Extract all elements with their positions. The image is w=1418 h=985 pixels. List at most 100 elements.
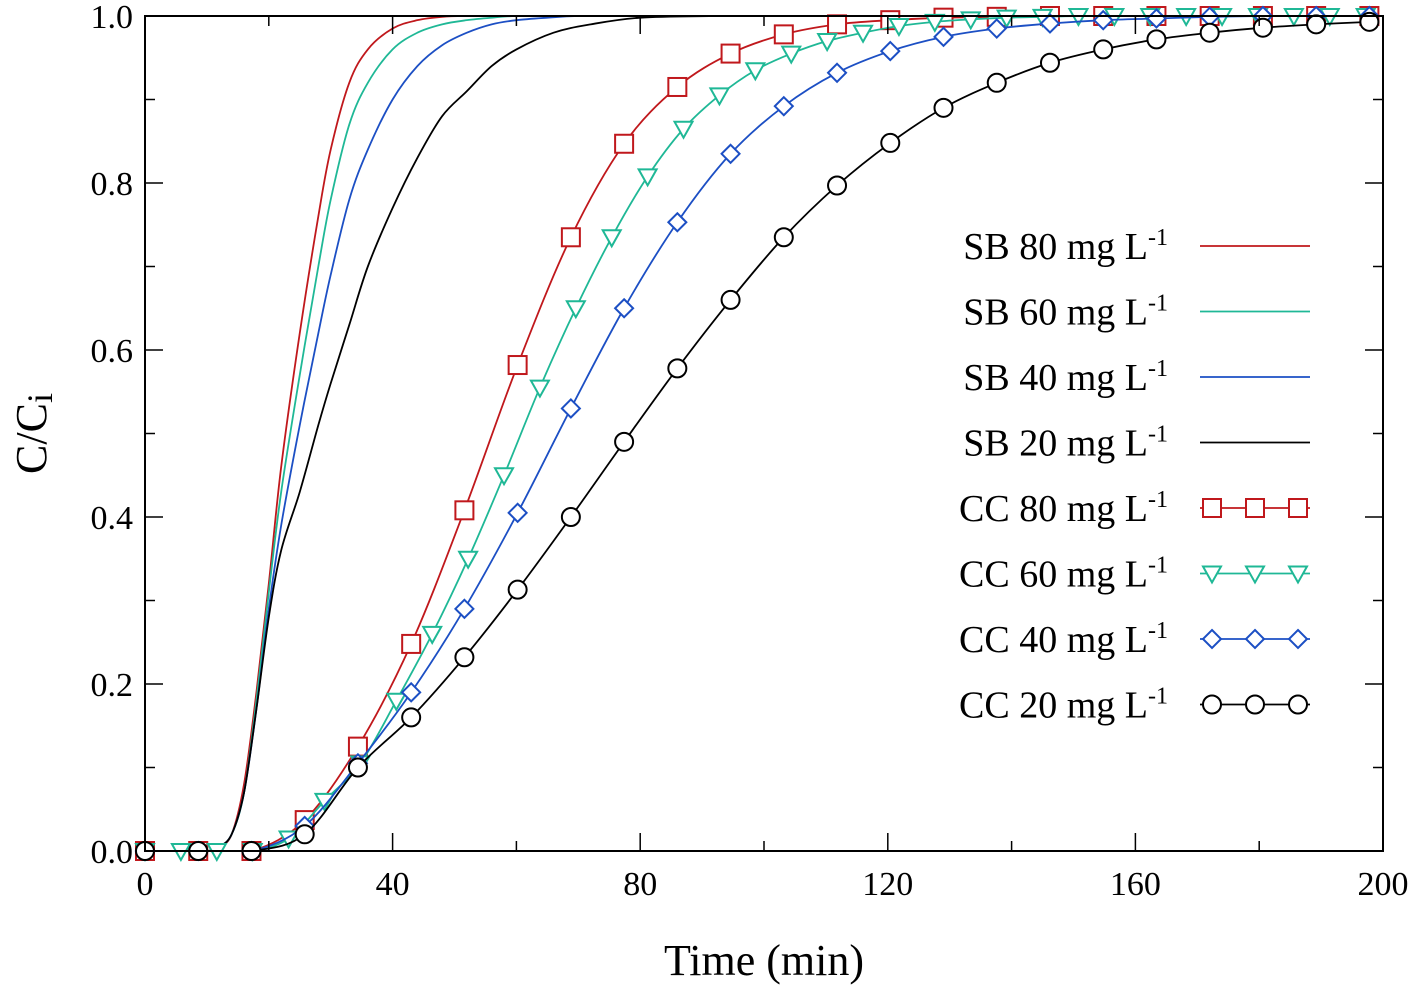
legend-label-main: SB 60 mg L <box>963 292 1148 334</box>
data-point-cc-60-mg-l <box>313 792 336 812</box>
data-point-cc-40-mg-l <box>720 143 741 165</box>
y-tick-label: 0.2 <box>91 667 134 704</box>
data-point-cc-40-mg-l <box>453 598 475 620</box>
data-point-cc-20-mg-l <box>1252 17 1273 38</box>
data-point-cc-80-mg-l <box>560 227 581 248</box>
legend-label: CC 20 mg L-1 <box>959 684 1168 727</box>
data-point-cc-20-mg-l <box>347 757 368 778</box>
axis-ticks <box>144 15 1384 852</box>
data-point-cc-60-mg-l <box>529 379 551 399</box>
legend-label-superscript: -1 <box>1148 225 1168 251</box>
data-point-cc-60-mg-l <box>852 24 874 44</box>
data-point-cc-40-mg-l <box>1039 13 1061 34</box>
series-cc-60-mg-l <box>134 8 1377 863</box>
data-point-cc-60-mg-l <box>780 45 802 65</box>
x-tick-label: 160 <box>1110 866 1161 903</box>
data-point-cc-80-mg-l <box>614 133 635 154</box>
x-axis-title: Time (min) <box>664 936 864 985</box>
legend-label-main: SB 20 mg L <box>963 423 1148 465</box>
data-point-cc-40-mg-l <box>400 681 422 703</box>
data-point-cc-40-mg-l <box>507 502 529 524</box>
series-sb-20-mg-l <box>145 15 715 852</box>
legend-label: CC 80 mg L-1 <box>959 487 1168 530</box>
data-point-cc-60-mg-l <box>601 229 623 249</box>
data-point-cc-40-mg-l <box>613 297 635 319</box>
data-point-cc-80-mg-l <box>773 24 794 45</box>
legend-item-sb-60-mg-l: SB 60 mg L-1 <box>963 291 1310 334</box>
data-point-cc-80-mg-l <box>720 43 741 64</box>
data-point-cc-80-mg-l <box>454 500 475 521</box>
legend-swatch-marker <box>1201 628 1223 650</box>
legend-swatch-marker <box>1287 565 1309 585</box>
legend-label-main: SB 80 mg L <box>963 226 1148 268</box>
data-point-cc-60-mg-l <box>636 168 659 188</box>
x-tick-label: 0 <box>137 866 154 903</box>
series-line-cc-20-mg-l <box>145 20 1370 852</box>
legend-swatch-marker <box>1288 694 1308 715</box>
legend-item-cc-80-mg-l: CC 80 mg L-1 <box>959 487 1310 530</box>
data-point-cc-60-mg-l <box>816 33 838 53</box>
legend-label-main: CC 20 mg L <box>959 685 1148 727</box>
data-point-cc-60-mg-l <box>457 550 479 570</box>
y-tick-label: 0.6 <box>91 333 134 370</box>
y-tick-label: 0.8 <box>91 166 134 203</box>
data-point-cc-20-mg-l <box>667 358 688 379</box>
legend-item-cc-60-mg-l: CC 60 mg L-1 <box>959 553 1310 596</box>
data-point-cc-60-mg-l <box>708 87 731 107</box>
legend-label-main: CC 80 mg L <box>959 488 1148 530</box>
legend-item-cc-40-mg-l: CC 40 mg L-1 <box>959 618 1310 661</box>
y-tick-label: 1.0 <box>91 0 134 36</box>
series-cc-20-mg-l <box>135 11 1380 861</box>
legend-label-main: CC 60 mg L <box>959 554 1148 596</box>
legend-label-superscript: -1 <box>1148 356 1168 382</box>
data-point-cc-60-mg-l <box>385 692 408 712</box>
data-point-cc-40-mg-l <box>986 18 1008 39</box>
legend-swatch-marker <box>1287 628 1309 650</box>
data-point-cc-80-mg-l <box>507 355 528 376</box>
y-axis-title-subscript: i <box>20 393 60 403</box>
series-line-sb-20-mg-l <box>145 15 715 852</box>
data-point-cc-80-mg-l <box>827 14 848 35</box>
legend-swatch-marker <box>1202 498 1222 518</box>
data-point-cc-20-mg-l <box>1039 52 1060 73</box>
legend-label: SB 40 mg L-1 <box>963 356 1168 399</box>
y-axis-title-main: C/C <box>7 403 56 474</box>
data-point-cc-60-mg-l <box>421 625 443 645</box>
data-point-cc-60-mg-l <box>924 13 946 33</box>
legend-label-superscript: -1 <box>1148 422 1168 448</box>
data-point-cc-20-mg-l <box>454 647 475 668</box>
legend-swatch-marker <box>1244 565 1266 585</box>
data-point-cc-20-mg-l <box>773 227 794 248</box>
data-point-cc-60-mg-l <box>672 120 695 140</box>
data-point-cc-20-mg-l <box>933 97 954 118</box>
data-point-cc-20-mg-l <box>507 579 528 600</box>
legend-label-main: CC 40 mg L <box>959 619 1148 661</box>
data-point-cc-20-mg-l <box>827 175 848 196</box>
legend-label-superscript: -1 <box>1148 291 1168 317</box>
legend-item-sb-40-mg-l: SB 40 mg L-1 <box>963 356 1310 399</box>
x-tick-label: 200 <box>1358 866 1409 903</box>
legend-swatch-marker <box>1244 628 1266 650</box>
data-point-cc-20-mg-l <box>1306 14 1327 35</box>
data-point-cc-40-mg-l <box>826 62 848 84</box>
x-tick-label: 80 <box>623 866 657 903</box>
legend-item-cc-20-mg-l: CC 20 mg L-1 <box>959 684 1310 727</box>
legend-label: SB 60 mg L-1 <box>963 291 1168 334</box>
data-point-cc-20-mg-l <box>614 431 635 452</box>
legend-label: SB 80 mg L-1 <box>963 225 1168 268</box>
data-point-cc-20-mg-l <box>401 707 422 728</box>
data-point-cc-20-mg-l <box>1093 39 1114 60</box>
legend-label-superscript: -1 <box>1148 553 1168 579</box>
data-point-cc-40-mg-l <box>666 211 688 233</box>
data-point-cc-40-mg-l <box>773 95 795 117</box>
series-line-cc-40-mg-l <box>145 15 1370 852</box>
data-point-cc-60-mg-l <box>888 18 910 38</box>
legend-label-superscript: -1 <box>1148 618 1168 644</box>
legend-swatch-marker <box>1245 694 1265 715</box>
legend-label: CC 40 mg L-1 <box>959 618 1168 661</box>
data-point-cc-20-mg-l <box>1146 29 1167 50</box>
data-point-cc-20-mg-l <box>880 132 901 153</box>
data-point-cc-20-mg-l <box>1199 22 1220 43</box>
legend-item-sb-20-mg-l: SB 20 mg L-1 <box>963 422 1310 465</box>
x-tick-label: 120 <box>862 866 913 903</box>
